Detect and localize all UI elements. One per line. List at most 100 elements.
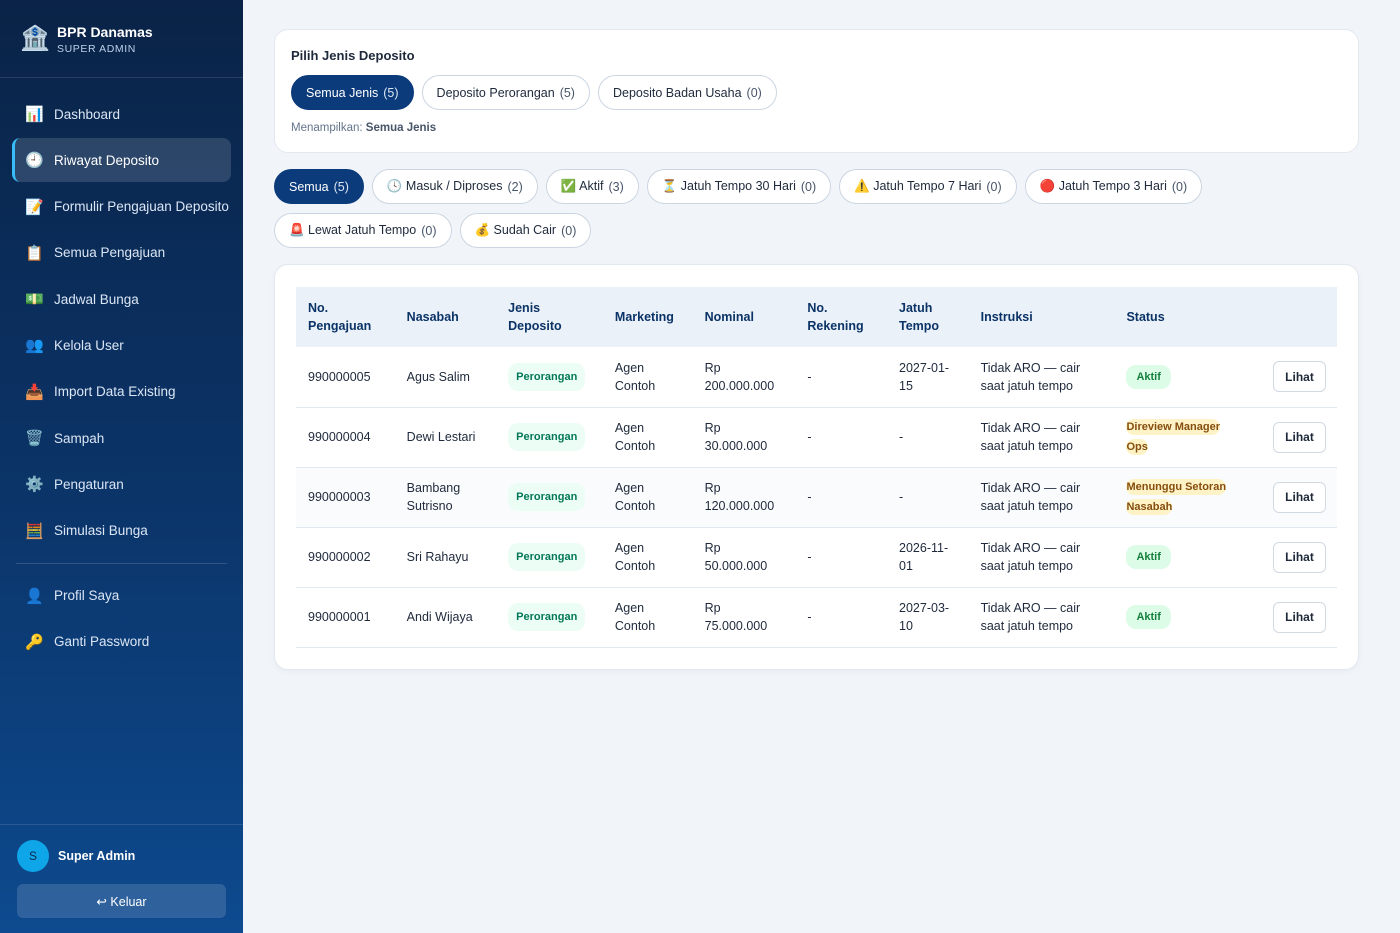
cell-instruksi: Tidak ARO — cair saat jatuh tempo	[968, 587, 1115, 648]
filter-label: ⏳ Jatuh Tempo 30 Hari	[661, 179, 796, 193]
no-rekening: -	[807, 369, 812, 384]
cell-jenis: Perorangan	[496, 407, 603, 468]
status-filter-sudah-cair[interactable]: 💰 Sudah Cair (0)	[459, 213, 592, 248]
column-header-text: No.	[807, 301, 828, 315]
column-header-text: Tempo	[899, 319, 940, 333]
instruksi-text: Tidak ARO — cair	[980, 601, 1081, 615]
jenis-badge: Perorangan	[508, 362, 586, 391]
cell-jatuh-tempo: 2027-03- 10	[887, 587, 969, 648]
sidebar-item-profil-saya[interactable]: 👤 Profil Saya	[12, 574, 231, 618]
jatuh-tempo: 01	[899, 559, 913, 573]
nominal-value: 50.000.000	[704, 559, 768, 573]
cell-instruksi: Tidak ARO — cair saat jatuh tempo	[968, 467, 1115, 528]
cell-marketing: Agen Contoh	[602, 467, 693, 528]
action-wrap: Lihat	[1238, 541, 1326, 573]
status-badge: Aktif	[1126, 605, 1171, 629]
sidebar-item-formulir-pengajuan-deposito[interactable]: 📝 Formulir Pengajuan Deposito	[12, 185, 231, 229]
sidebar-item-pengaturan[interactable]: ⚙️ Pengaturan	[12, 462, 231, 506]
status-filter-jatuh-tempo-30-hari[interactable]: ⏳ Jatuh Tempo 30 Hari (0)	[646, 169, 832, 204]
sidebar-item-jadwal-bunga[interactable]: 💵 Jadwal Bunga	[12, 277, 231, 321]
sidebar-item-import-data-existing[interactable]: 📥 Import Data Existing	[12, 370, 231, 414]
status-filter-jatuh-tempo-3-hari[interactable]: 🔴 Jatuh Tempo 3 Hari (0)	[1024, 169, 1203, 204]
showing-label: Menampilkan: Semua Jenis	[291, 122, 1342, 134]
cell-jenis: Perorangan	[496, 527, 603, 588]
status-filter-lewat-jatuh-tempo[interactable]: 🚨 Lewat Jatuh Tempo (0)	[274, 213, 452, 248]
no-pengajuan: 990000001	[308, 610, 371, 624]
cell-rekening: -	[795, 347, 888, 408]
cell-no-pengajuan: 990000004	[296, 407, 395, 468]
filter-label: 🚨 Lewat Jatuh Tempo	[289, 223, 417, 237]
table-header-row: No. Pengajuan Nasabah Jenis Deposito Marketin…	[296, 287, 1337, 347]
sidebar: 🏦 BPR Danamas SUPER ADMIN 📊 Dashboard 🕘 Riw…	[0, 0, 243, 933]
jatuh-tempo: 10	[899, 619, 913, 633]
cell-jenis: Perorangan	[496, 347, 603, 408]
nominal-value: 120.000.000	[704, 499, 775, 513]
sidebar-item-kelola-user[interactable]: 👥 Kelola User	[12, 323, 231, 367]
status-badge: Direview Manager Ops	[1126, 419, 1220, 455]
cell-jenis: Perorangan	[496, 467, 603, 528]
nominal-value: Rp	[704, 601, 721, 615]
view-button[interactable]: Lihat	[1273, 601, 1326, 633]
status-filter-jatuh-tempo-7-hari[interactable]: ⚠️ Jatuh Tempo 7 Hari (0)	[839, 169, 1017, 204]
status-filter: Semua (5) 🕓 Masuk / Diproses (2) ✅ Aktif (3) ⏳…	[274, 169, 1364, 257]
filter-count: (0)	[1171, 179, 1188, 194]
marketing-name: Contoh	[614, 378, 656, 393]
cell-nasabah: Agus Salim	[394, 347, 497, 408]
type-filter-deposito-perorangan[interactable]: Deposito Perorangan (5)	[421, 75, 590, 110]
status-filter-masuk-diproses[interactable]: 🕓 Masuk / Diproses (2)	[371, 169, 538, 204]
filter-label: 💰 Sudah Cair	[474, 223, 557, 237]
no-pengajuan: 990000003	[308, 490, 371, 504]
filter-label: ✅ Aktif	[560, 179, 604, 193]
cell-rekening: -	[795, 587, 888, 648]
filter-count: (0)	[746, 85, 762, 100]
type-filter-semua-jenis[interactable]: Semua Jenis (5)	[291, 75, 414, 110]
ganti-password-icon: 🔑	[25, 633, 44, 651]
nominal-value: 75.000.000	[704, 619, 768, 633]
cell-rekening: -	[795, 467, 888, 528]
sidebar-nav: 📊 Dashboard 🕘 Riwayat Deposito 📝 Formulir Pen…	[0, 78, 243, 664]
bank-icon: 🏦	[20, 25, 50, 52]
status-filter-semua[interactable]: Semua (5)	[274, 169, 364, 204]
status-filter-aktif[interactable]: ✅ Aktif (3)	[545, 169, 639, 204]
nominal-value: Rp	[704, 481, 721, 495]
sidebar-item-sampah[interactable]: 🗑️ Sampah	[12, 416, 231, 460]
type-filter-deposito-badan-usaha[interactable]: Deposito Badan Usaha (0)	[597, 75, 777, 110]
cell-no-pengajuan: 990000001	[296, 587, 395, 648]
sidebar-item-semua-pengajuan[interactable]: 📋 Semua Pengajuan	[12, 231, 231, 275]
avatar: S	[17, 840, 49, 872]
nominal-value: Rp	[704, 421, 721, 435]
view-button[interactable]: Lihat	[1273, 541, 1326, 573]
column-header-text: Deposito	[508, 319, 562, 333]
jenis-badge: Perorangan	[508, 483, 586, 511]
sidebar-item-riwayat-deposito[interactable]: 🕘 Riwayat Deposito	[12, 138, 231, 183]
cell-status: Aktif	[1114, 527, 1239, 588]
cell-status: Aktif	[1114, 587, 1239, 648]
sidebar-item-ganti-password[interactable]: 🔑 Ganti Password	[12, 620, 231, 664]
sidebar-item-dashboard[interactable]: 📊 Dashboard	[12, 92, 231, 136]
sidebar-item-label: Dashboard	[54, 106, 121, 122]
instruksi-text: saat jatuh tempo	[980, 439, 1074, 453]
filter-label: Semua Jenis	[306, 85, 379, 100]
nominal-value: 30.000.000	[704, 439, 768, 453]
column-header: No. Pengajuan	[296, 287, 395, 347]
marketing-name: Contoh	[614, 619, 656, 633]
instruksi-text: Tidak ARO — cair	[980, 360, 1081, 375]
filter-label: Deposito Badan Usaha	[612, 85, 742, 100]
view-button[interactable]: Lihat	[1273, 361, 1326, 393]
logout-button[interactable]: ↩ Keluar	[17, 884, 226, 918]
jatuh-tempo: 2027-01-	[899, 360, 950, 375]
filter-count: (0)	[421, 223, 437, 238]
dashboard-icon: 📊	[25, 106, 44, 123]
cell-instruksi: Tidak ARO — cair saat jatuh tempo	[968, 407, 1115, 468]
filter-count: (0)	[561, 223, 577, 238]
deposit-type-card: Pilih Jenis Deposito Semua Jenis (5) Depos…	[274, 29, 1359, 153]
action-wrap: Lihat	[1238, 601, 1326, 633]
sidebar-item-simulasi-bunga[interactable]: 🧮 Simulasi Bunga	[12, 509, 231, 553]
instruksi-text: saat jatuh tempo	[980, 499, 1074, 513]
view-button[interactable]: Lihat	[1273, 421, 1326, 453]
view-button[interactable]: Lihat	[1273, 481, 1326, 513]
current-user: S Super Admin	[17, 840, 226, 872]
jenis-badge: Perorangan	[508, 543, 586, 571]
nasabah-name: Agus Salim	[406, 369, 470, 384]
column-header-text: Jatuh	[899, 301, 933, 315]
